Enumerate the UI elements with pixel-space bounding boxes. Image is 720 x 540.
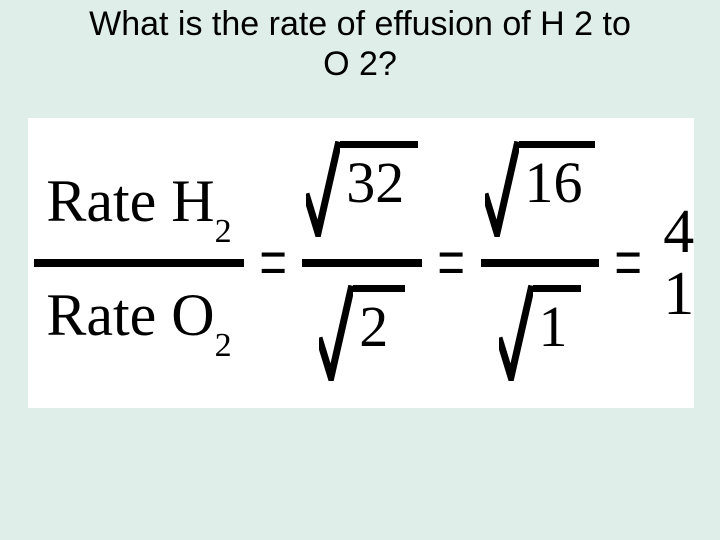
rate-o-label: Rate O bbox=[46, 282, 214, 348]
fraction-sqrt-16-1: 16 1 bbox=[481, 141, 599, 385]
equals-sign: = bbox=[610, 222, 645, 304]
sqrt-icon: 32 bbox=[306, 141, 418, 237]
radicand-16: 16 bbox=[519, 148, 595, 212]
fraction-rate-numerator: Rate H2 bbox=[46, 171, 231, 241]
fraction-sqrt-32-2: 32 2 bbox=[302, 141, 422, 385]
radical-icon bbox=[499, 285, 533, 381]
vinculum bbox=[533, 285, 581, 292]
slide-title: What is the rate of effusion of H 2 to O… bbox=[0, 4, 720, 84]
equation: Rate H2 Rate O2 = 32 bbox=[28, 118, 694, 408]
rate-h-sub: 2 bbox=[215, 213, 232, 250]
title-line-1: What is the rate of effusion of H 2 to bbox=[89, 5, 631, 43]
sqrt-1: 1 bbox=[499, 285, 581, 385]
equals-sign: = bbox=[434, 222, 469, 304]
denominator-1: 1 bbox=[663, 263, 694, 325]
sqrt-16: 16 bbox=[485, 141, 595, 241]
title-line-2: O 2? bbox=[323, 45, 397, 83]
vinculum bbox=[353, 285, 405, 292]
radicand-1: 1 bbox=[533, 292, 581, 356]
fraction-bar bbox=[481, 259, 599, 267]
sqrt-icon: 16 bbox=[485, 141, 595, 237]
radicand-2: 2 bbox=[353, 292, 405, 356]
fraction-rate: Rate H2 Rate O2 bbox=[34, 171, 244, 355]
sqrt-32: 32 bbox=[306, 141, 418, 241]
sqrt-icon: 1 bbox=[499, 285, 581, 381]
rate-o-sub: 2 bbox=[215, 327, 232, 364]
slide: What is the rate of effusion of H 2 to O… bbox=[0, 0, 720, 540]
equation-panel: Rate H2 Rate O2 = 32 bbox=[28, 118, 694, 408]
vinculum bbox=[519, 141, 595, 148]
fraction-bar bbox=[302, 259, 422, 267]
vinculum bbox=[340, 141, 418, 148]
rate-h-label: Rate H bbox=[46, 168, 214, 234]
sqrt-2: 2 bbox=[319, 285, 405, 385]
radical-icon bbox=[485, 141, 519, 237]
radicand-32: 32 bbox=[340, 148, 418, 212]
equals-sign: = bbox=[256, 222, 291, 304]
fraction-bar bbox=[34, 259, 244, 267]
fraction-rate-denominator: Rate O2 bbox=[46, 285, 231, 355]
sqrt-icon: 2 bbox=[319, 285, 405, 381]
radical-icon bbox=[319, 285, 353, 381]
fraction-4-1: 4 1 bbox=[657, 201, 701, 325]
radical-icon bbox=[306, 141, 340, 237]
numerator-4: 4 bbox=[663, 201, 694, 263]
